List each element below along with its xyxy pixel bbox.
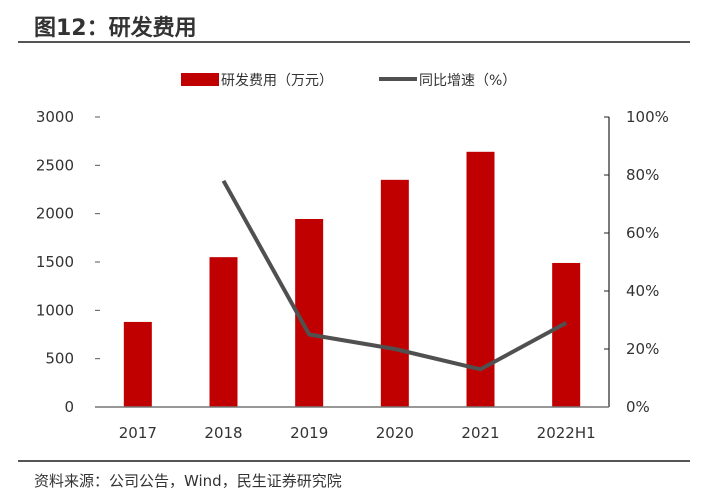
source-note: 资料来源：公司公告，Wind，民生证券研究院 — [34, 472, 342, 490]
x-tick-label: 2020 — [376, 424, 414, 442]
bar-2019 — [295, 218, 324, 407]
figure-title: 图12：研发费用 — [34, 16, 197, 41]
bottom-divider — [18, 460, 690, 462]
bar-2022H1 — [552, 262, 581, 407]
legend-bar-label: 研发费用（万元） — [221, 73, 333, 89]
left-tick-label: 1000 — [36, 301, 74, 319]
right-tick-label: 0% — [626, 398, 650, 416]
right-tick-label: 100% — [626, 108, 669, 126]
left-tick-label: 2000 — [36, 205, 74, 223]
left-tick-label: 500 — [45, 350, 74, 368]
x-tick-label: 2017 — [119, 424, 157, 442]
left-tick-label: 2500 — [36, 156, 74, 174]
right-tick-label: 40% — [626, 282, 659, 300]
left-tick-label: 3000 — [36, 108, 74, 126]
left-tick-label: 0 — [64, 398, 74, 416]
bar-2020 — [380, 179, 409, 407]
bar-2017 — [123, 321, 152, 407]
top-divider — [18, 41, 690, 43]
bar-2018 — [209, 257, 238, 407]
left-tick-label: 1500 — [36, 253, 74, 271]
legend-bar-swatch — [181, 73, 219, 86]
right-tick-label: 80% — [626, 166, 659, 184]
x-tick-label: 2019 — [290, 424, 328, 442]
right-tick-label: 60% — [626, 224, 659, 242]
x-tick-label: 2018 — [204, 424, 242, 442]
right-tick-label: 20% — [626, 340, 659, 358]
x-tick-label: 2021 — [461, 424, 499, 442]
x-tick-label: 2022H1 — [537, 424, 596, 442]
legend-line-label: 同比增速（%） — [419, 73, 516, 89]
